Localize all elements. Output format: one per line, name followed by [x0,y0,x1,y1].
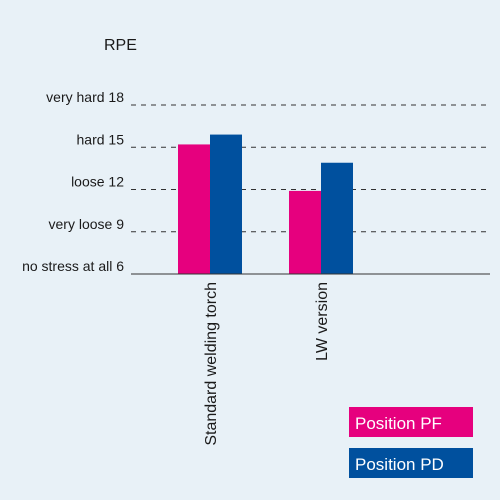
category-label: LW version [314,282,331,361]
legend-label: Position PD [355,455,444,474]
legend-swatch [349,407,473,437]
bars [178,134,353,274]
legend: Position PF Position PD [349,407,473,478]
y-tick-label: hard 15 [77,131,125,147]
y-tick-label: loose 12 [71,174,124,190]
category-label: Standard welding torch [203,282,220,446]
y-tick-label: very loose 9 [49,216,125,232]
y-tick-labels: no stress at all 6 very loose 9 loose 12 ha… [22,89,124,274]
y-axis-label: RPE [104,37,137,54]
bar [321,162,353,274]
legend-swatch [349,448,473,478]
bar [210,134,242,274]
category-labels: Standard welding torch LW version [203,282,331,446]
bar [289,190,321,274]
bar [178,144,210,274]
y-tick-label: no stress at all 6 [22,258,124,274]
y-tick-label: very hard 18 [46,89,124,105]
legend-label: Position PF [355,414,442,433]
